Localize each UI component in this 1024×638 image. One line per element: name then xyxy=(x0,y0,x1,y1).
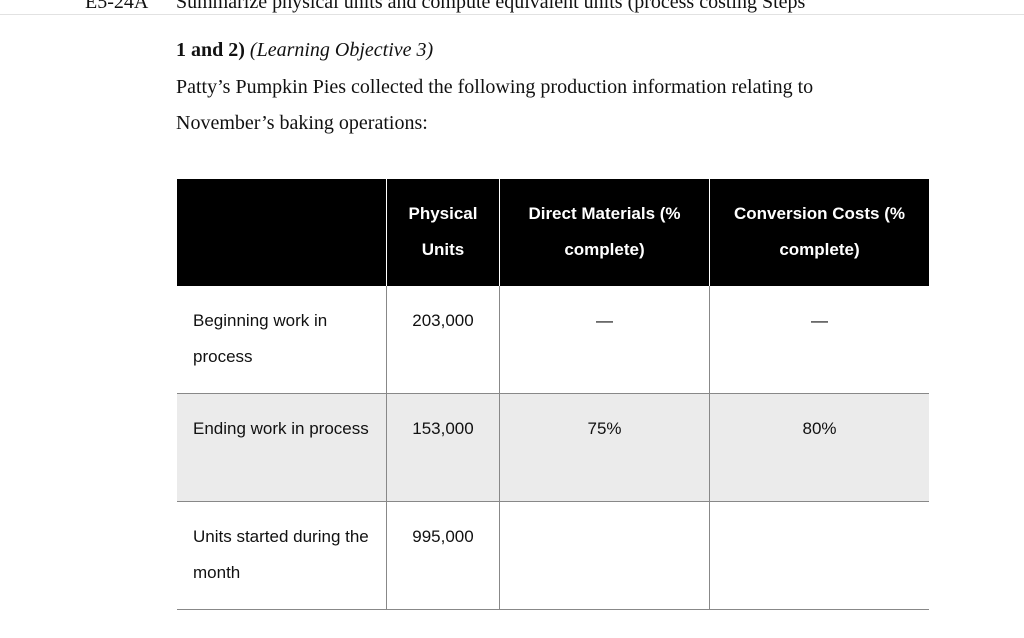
header-cell: Physical Units xyxy=(386,179,500,286)
exercise-title: Summarize physical units and compute equ… xyxy=(176,0,806,13)
data-table: Physical Units Direct Materials (% compl… xyxy=(177,179,929,610)
row: Beginning work in process 203,000 — — xyxy=(177,286,929,394)
cell: Beginning work in process xyxy=(177,286,387,394)
row: Ending work in process 153,000 75% 80% xyxy=(177,393,929,502)
intro: Patty’s Pumpkin Pies collected the follo… xyxy=(176,76,814,134)
title-continued: 1 and 2) xyxy=(176,39,245,61)
cell: Ending work in process xyxy=(177,393,387,502)
cell: — xyxy=(499,286,710,394)
row: Units started during the month 995,000 xyxy=(177,501,929,610)
objective: (Learning Objective 3) xyxy=(249,39,434,61)
cell xyxy=(499,501,710,610)
cell: Units started during the month xyxy=(177,501,387,610)
cell xyxy=(709,501,929,610)
title-line: 1 and 2) (Learning Objective 3) xyxy=(176,32,433,68)
cell: 75% xyxy=(499,393,710,502)
header-cell: Direct Materials (% complete) xyxy=(499,179,710,286)
cell: 203,000 xyxy=(386,286,500,394)
clipped-header: E5-24A Summarize physical units and comp… xyxy=(0,0,1024,15)
header-cell: Conversion Costs (% complete) xyxy=(709,179,929,286)
cell: 80% xyxy=(709,393,929,502)
cell: 995,000 xyxy=(386,501,500,610)
header-cell xyxy=(177,179,387,286)
cell: 153,000 xyxy=(386,393,500,502)
exercise-code: E5-24A xyxy=(85,0,149,13)
header-row: Physical Units Direct Materials (% compl… xyxy=(177,179,929,286)
cell: — xyxy=(709,286,929,394)
